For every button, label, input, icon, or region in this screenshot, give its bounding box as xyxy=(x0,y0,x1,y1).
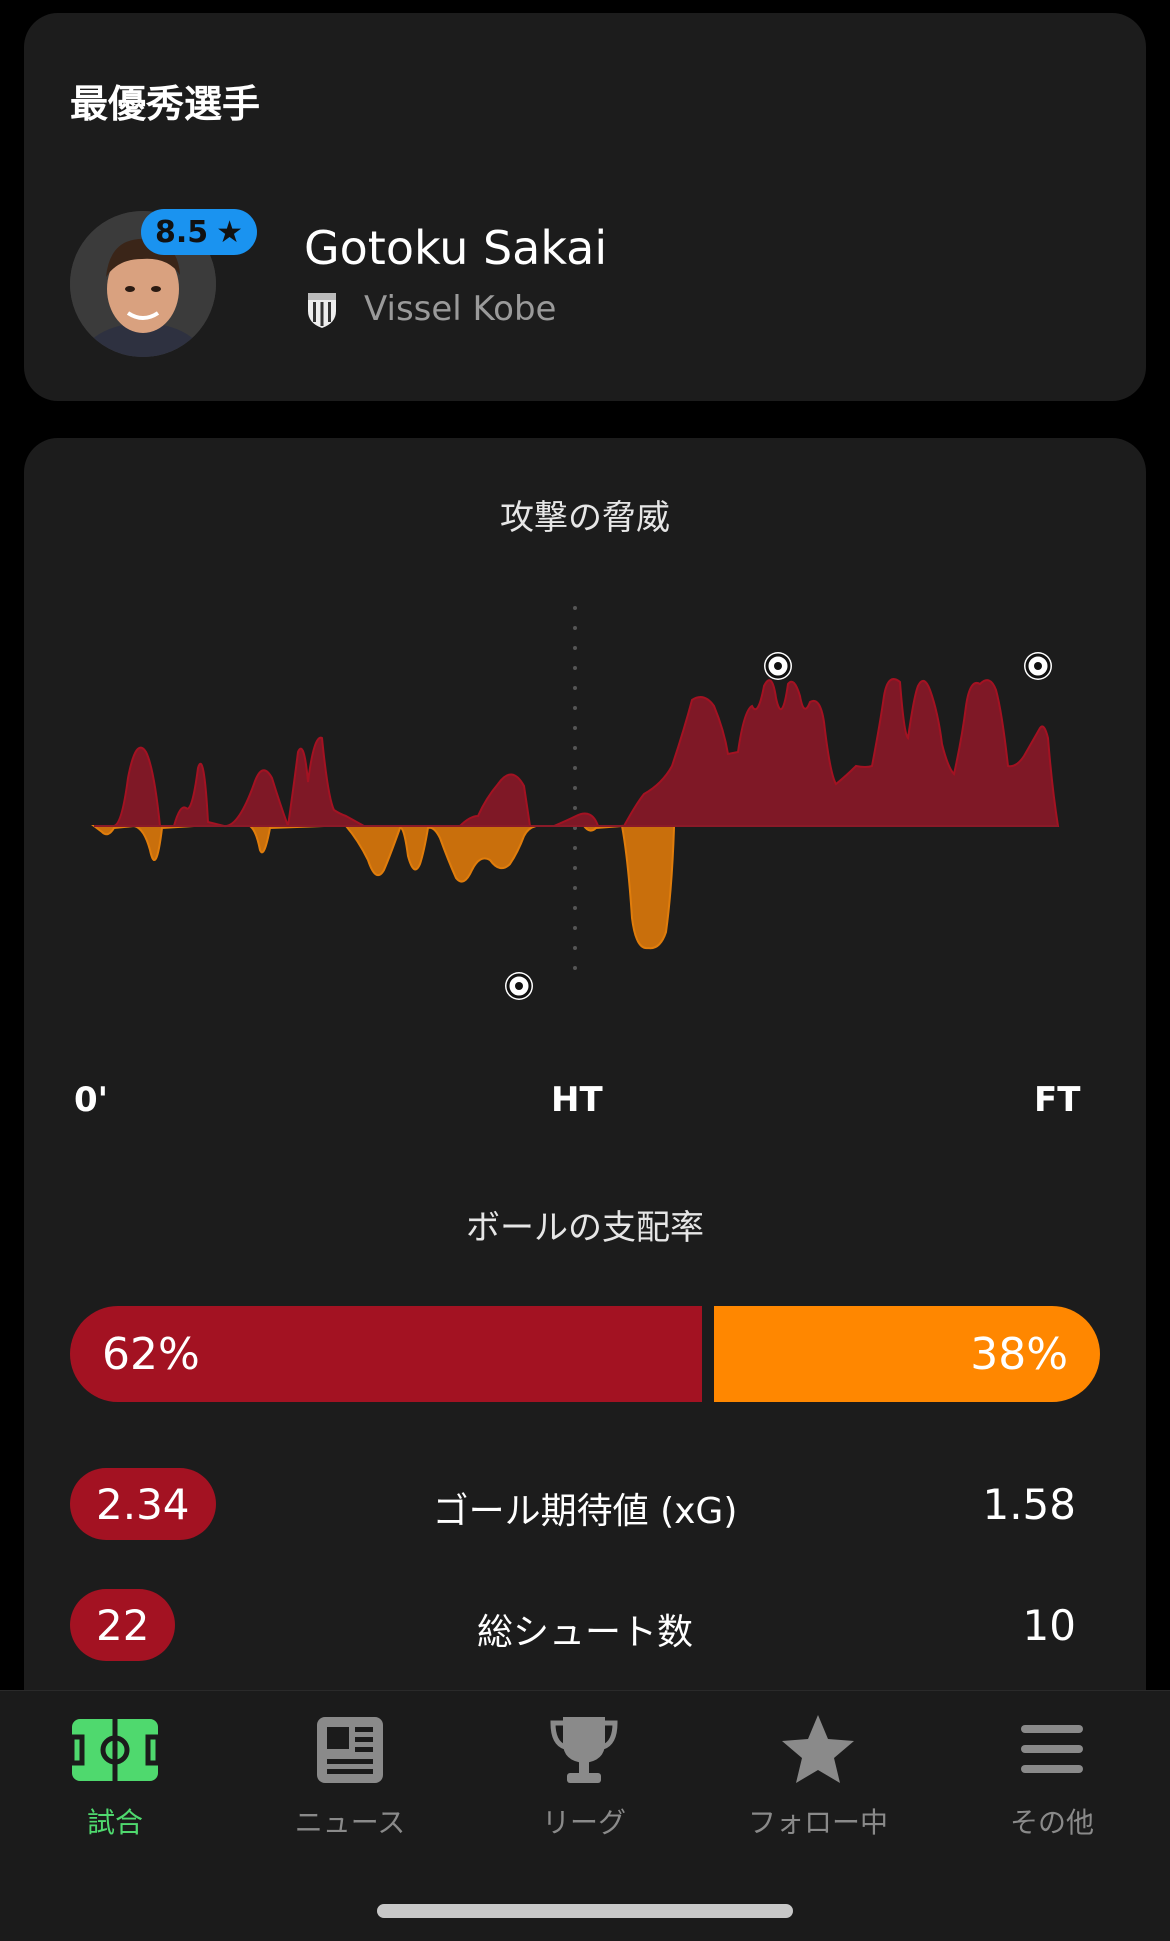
axis-label-start: 0' xyxy=(74,1080,109,1120)
goal-icon-home-1 xyxy=(764,652,792,680)
potm-title: 最優秀選手 xyxy=(70,82,261,126)
goal-icon-home-2 xyxy=(1024,652,1052,680)
tab-more[interactable]: その他 xyxy=(962,1709,1142,1841)
tab-matches[interactable]: 試合 xyxy=(25,1709,205,1841)
stat-away-value: 10 xyxy=(1022,1601,1076,1650)
tab-label: リーグ xyxy=(541,1806,626,1839)
player-of-match-card[interactable]: 最優秀選手 8.5 ★ Gotoku Sakai Vissel Kobe xyxy=(24,13,1146,401)
attack-threat-title: 攻撃の脅威 xyxy=(500,498,670,538)
possession-title: ボールの支配率 xyxy=(466,1208,704,1248)
possession-home-bar: 62% xyxy=(70,1306,702,1402)
possession-away-value: 38% xyxy=(970,1328,1068,1380)
tab-following[interactable]: フォロー中 xyxy=(728,1709,908,1841)
tab-news[interactable]: ニュース xyxy=(260,1709,440,1841)
vissel-kobe-logo-icon xyxy=(308,293,336,328)
stat-home-value: 22 xyxy=(70,1589,176,1661)
tab-label: ニュース xyxy=(294,1806,406,1839)
away-threat-area xyxy=(91,824,675,950)
tab-leagues[interactable]: リーグ xyxy=(494,1709,674,1841)
stat-label: 総シュート数 xyxy=(476,1612,693,1653)
trophy-icon xyxy=(550,1717,618,1783)
star-icon: ★ xyxy=(216,214,244,250)
player-name[interactable]: Gotoku Sakai xyxy=(304,221,608,275)
stat-home-value: 2.34 xyxy=(70,1468,216,1540)
rating-value: 8.5 xyxy=(155,214,209,250)
pitch-icon xyxy=(70,1719,160,1781)
menu-icon xyxy=(1021,1725,1083,1773)
news-icon xyxy=(317,1717,383,1783)
team-name[interactable]: Vissel Kobe xyxy=(364,289,557,329)
stat-away-value: 1.58 xyxy=(982,1480,1076,1529)
possession-home-value: 62% xyxy=(102,1328,200,1380)
axis-label-fulltime: FT xyxy=(1034,1080,1081,1120)
tab-label: その他 xyxy=(1009,1806,1094,1839)
attack-threat-chart xyxy=(91,606,1060,1000)
stat-label: ゴール期待値 (xG) xyxy=(432,1491,738,1532)
tab-label: フォロー中 xyxy=(747,1806,888,1839)
bottom-tab-bar: 試合 ニュース リーグ フォロー中 xyxy=(0,1690,1170,1941)
possession-away-bar: 38% xyxy=(714,1306,1100,1402)
tab-label: 試合 xyxy=(86,1806,143,1839)
axis-label-halftime: HT xyxy=(551,1080,603,1120)
home-indicator[interactable] xyxy=(377,1904,793,1918)
star-icon xyxy=(782,1715,854,1783)
rating-badge: 8.5 ★ xyxy=(141,209,258,255)
home-threat-area xyxy=(94,678,1060,828)
goal-icon-away-1 xyxy=(505,972,533,1000)
